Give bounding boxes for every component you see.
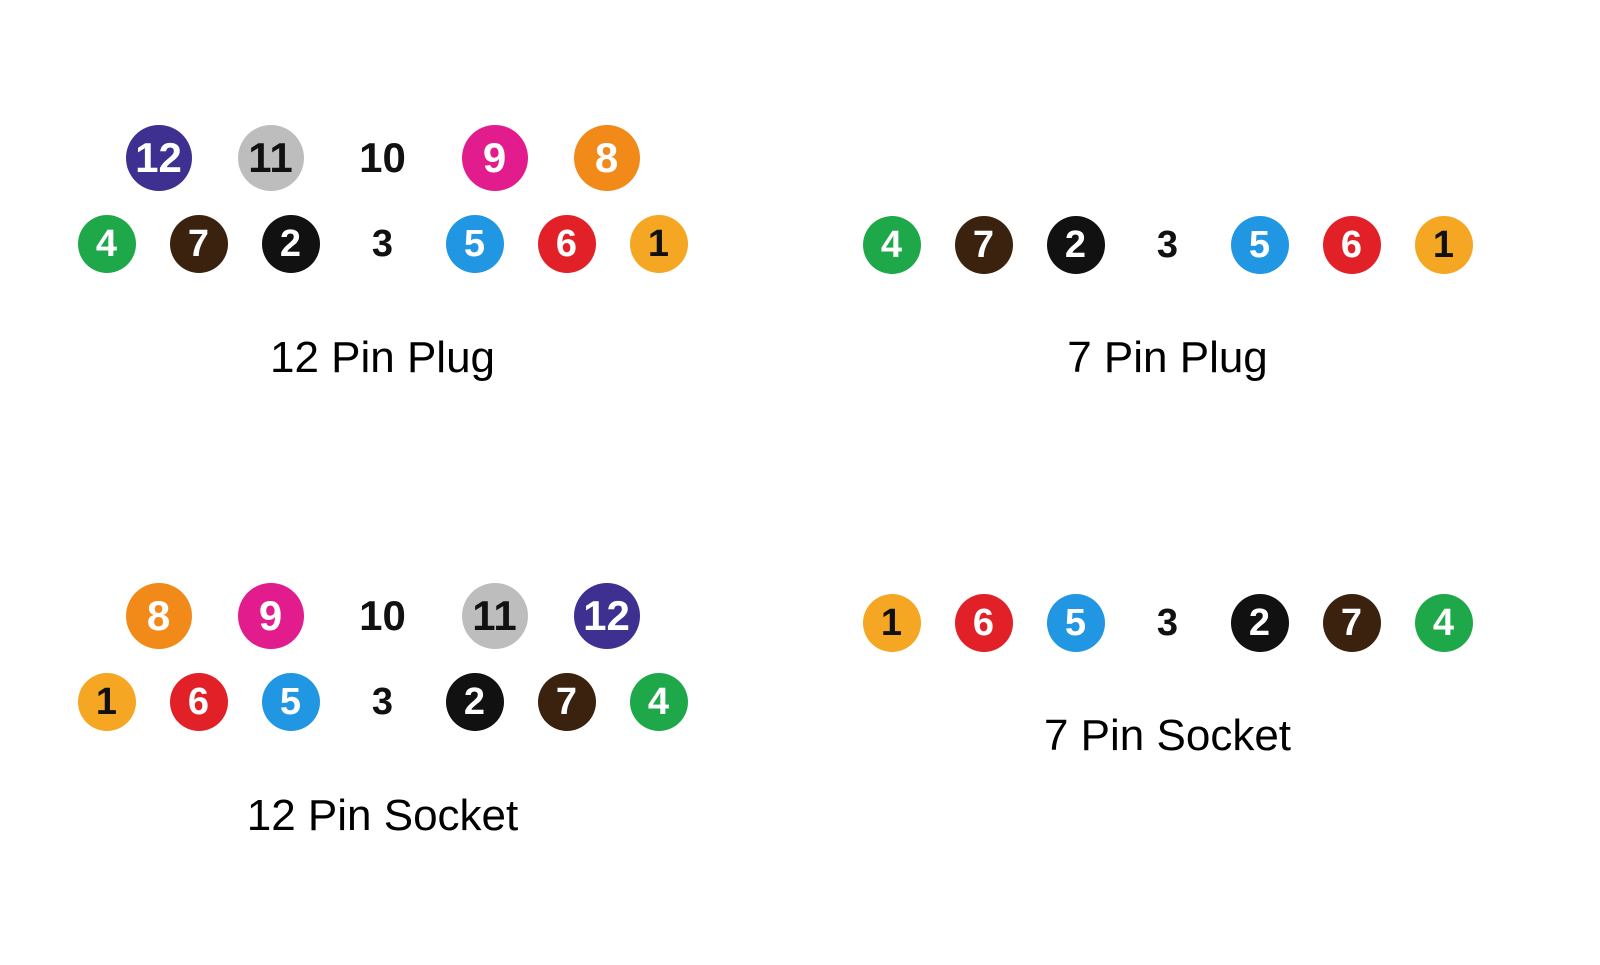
caption-plug7: 7 Pin Plug <box>1067 333 1268 383</box>
pin-1: 1 <box>1407 208 1481 282</box>
pin-row: 12 11 10 9 8 <box>118 117 648 199</box>
pin-4: 4 <box>1407 586 1481 660</box>
pin-number: 1 <box>648 225 669 263</box>
pin-number: 11 <box>472 595 516 637</box>
pin-12: 12 <box>118 117 200 199</box>
pin-6: 6 <box>947 586 1021 660</box>
pin-5: 5 <box>254 665 328 739</box>
pin-1: 1 <box>622 207 696 281</box>
pin-number: 4 <box>1433 604 1454 642</box>
pin-7: 7 <box>1315 586 1389 660</box>
pin-row: 1 6 5 3 2 7 4 <box>70 665 696 739</box>
pin-number: 1 <box>881 604 902 642</box>
pin-3: 3 <box>1131 208 1205 282</box>
pin-number: 6 <box>1341 226 1362 264</box>
caption-socket12: 12 Pin Socket <box>247 791 519 841</box>
pin-5: 5 <box>438 207 512 281</box>
pin-9: 9 <box>454 117 536 199</box>
caption-plug12: 12 Pin Plug <box>270 333 495 383</box>
pin-number: 7 <box>556 683 577 721</box>
pin-number: 1 <box>1433 226 1454 264</box>
pin-number: 10 <box>359 595 406 637</box>
pin-4: 4 <box>855 208 929 282</box>
pin-4: 4 <box>70 207 144 281</box>
caption-socket7: 7 Pin Socket <box>1044 711 1291 761</box>
pin-5: 5 <box>1223 208 1297 282</box>
connector-socket12: 8 9 10 11 12 1 6 5 3 2 7 4 <box>33 563 733 763</box>
pin-5: 5 <box>1039 586 1113 660</box>
pin-3: 3 <box>346 665 420 739</box>
pin-number: 6 <box>973 604 994 642</box>
pin-number: 7 <box>973 226 994 264</box>
pin-11: 11 <box>454 575 536 657</box>
pin-2: 2 <box>1223 586 1297 660</box>
pin-number: 3 <box>1157 604 1178 642</box>
connector-socket7: 1 6 5 3 2 7 4 <box>818 563 1518 683</box>
pin-number: 2 <box>1065 226 1086 264</box>
pin-8: 8 <box>566 117 648 199</box>
pin-number: 7 <box>188 225 209 263</box>
pin-12: 12 <box>566 575 648 657</box>
pin-number: 8 <box>147 595 170 637</box>
pin-7: 7 <box>530 665 604 739</box>
pin-number: 9 <box>259 595 282 637</box>
pin-10: 10 <box>342 575 424 657</box>
cell-plug7: 4 7 2 3 5 6 1 7 Pin Plug <box>815 10 1520 383</box>
pin-number: 4 <box>881 226 902 264</box>
connector-plug12: 12 11 10 9 8 4 7 2 3 5 6 1 <box>33 105 733 305</box>
connector-plug7: 4 7 2 3 5 6 1 <box>818 185 1518 305</box>
pin-number: 12 <box>135 137 182 179</box>
pin-row: 4 7 2 3 5 6 1 <box>70 207 696 281</box>
pin-number: 5 <box>1249 226 1270 264</box>
pin-7: 7 <box>162 207 236 281</box>
pin-6: 6 <box>1315 208 1389 282</box>
cell-plug12: 12 11 10 9 8 4 7 2 3 5 6 1 12 Pin Plug <box>30 10 735 383</box>
pin-number: 3 <box>1157 226 1178 264</box>
pin-number: 4 <box>648 683 669 721</box>
pin-2: 2 <box>1039 208 1113 282</box>
pin-11: 11 <box>230 117 312 199</box>
cell-socket7: 1 6 5 3 2 7 4 7 Pin Socket <box>815 563 1520 936</box>
pin-6: 6 <box>530 207 604 281</box>
cell-socket12: 8 9 10 11 12 1 6 5 3 2 7 4 12 Pin Socket <box>30 563 735 936</box>
pin-row: 8 9 10 11 12 <box>118 575 648 657</box>
pin-number: 9 <box>483 137 506 179</box>
pin-2: 2 <box>438 665 512 739</box>
pin-4: 4 <box>622 665 696 739</box>
pin-number: 7 <box>1341 604 1362 642</box>
pin-number: 8 <box>595 137 618 179</box>
pin-number: 5 <box>464 225 485 263</box>
pin-number: 11 <box>248 137 292 179</box>
pin-row: 4 7 2 3 5 6 1 <box>855 208 1481 282</box>
pin-number: 12 <box>583 595 630 637</box>
pin-number: 2 <box>464 683 485 721</box>
pin-number: 6 <box>188 683 209 721</box>
pin-number: 6 <box>556 225 577 263</box>
pin-6: 6 <box>162 665 236 739</box>
pin-7: 7 <box>947 208 1021 282</box>
pin-number: 10 <box>359 137 406 179</box>
pin-number: 3 <box>372 683 393 721</box>
connector-diagram-grid: 121110984723561 12 Pin Plug 4723561 7 Pi… <box>0 0 1600 965</box>
pin-row: 1 6 5 3 2 7 4 <box>855 586 1481 660</box>
pin-number: 1 <box>96 683 117 721</box>
pin-number: 4 <box>96 225 117 263</box>
pin-10: 10 <box>342 117 424 199</box>
pin-1: 1 <box>70 665 144 739</box>
pin-1: 1 <box>855 586 929 660</box>
pin-3: 3 <box>346 207 420 281</box>
pin-2: 2 <box>254 207 328 281</box>
pin-3: 3 <box>1131 586 1205 660</box>
pin-number: 5 <box>280 683 301 721</box>
pin-9: 9 <box>230 575 312 657</box>
pin-8: 8 <box>118 575 200 657</box>
pin-number: 3 <box>372 225 393 263</box>
pin-number: 5 <box>1065 604 1086 642</box>
pin-number: 2 <box>1249 604 1270 642</box>
pin-number: 2 <box>280 225 301 263</box>
